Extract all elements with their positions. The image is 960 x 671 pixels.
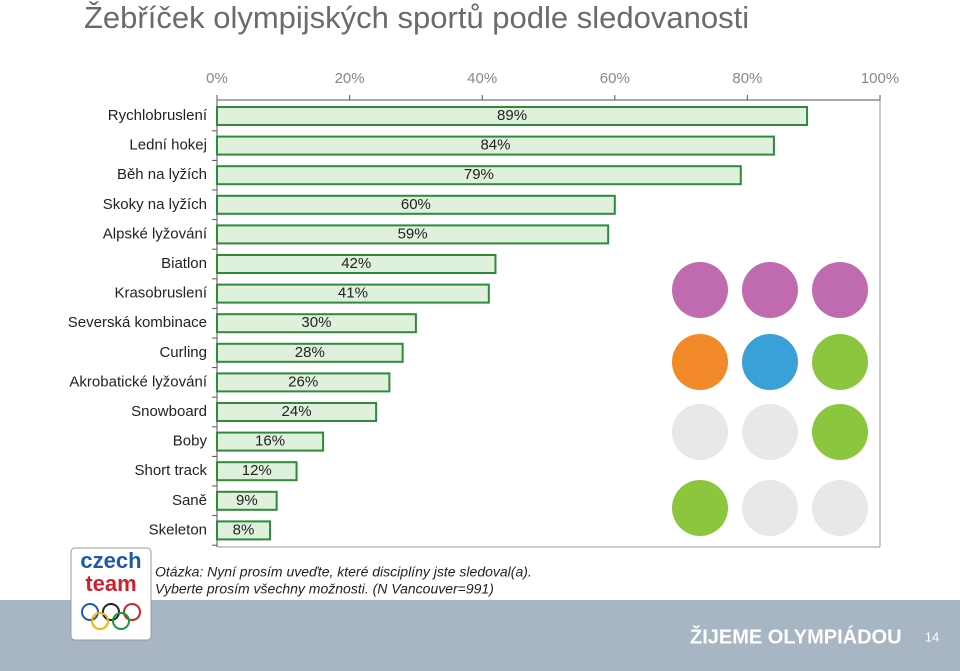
value-label: 79%: [464, 166, 494, 183]
footer-band: [0, 600, 960, 671]
y-tick-label: Short track: [134, 462, 207, 479]
ring: [81, 603, 99, 621]
bar: [216, 194, 616, 215]
bar: [216, 165, 742, 186]
pictograms: [672, 262, 868, 536]
footer-text: ŽIJEME OLYMPIÁDOU: [690, 624, 902, 648]
y-tick-label: Akrobatické lyžování: [69, 373, 207, 390]
y-tick-label: Krasobruslení: [114, 285, 207, 302]
pictogram: [672, 334, 728, 390]
bar: [216, 342, 404, 363]
bar: [216, 461, 298, 482]
pictogram: [742, 480, 798, 536]
ring: [91, 612, 109, 630]
pictogram: [812, 404, 868, 460]
value-label: 59%: [398, 225, 428, 242]
y-tick-label: Lední hokej: [129, 137, 207, 154]
y-tick-label: Rychlobruslení: [108, 107, 208, 124]
x-tick-label: 20%: [335, 70, 365, 87]
bar: [216, 313, 417, 334]
value-label: 42%: [341, 255, 371, 272]
pictogram: [742, 262, 798, 318]
value-label: 9%: [236, 492, 258, 509]
value-label: 84%: [480, 137, 510, 154]
pictogram: [672, 262, 728, 318]
value-label: 26%: [288, 373, 318, 390]
value-label: 89%: [497, 107, 527, 124]
bar: [216, 254, 497, 274]
bar: [216, 224, 610, 245]
value-label: 41%: [338, 285, 368, 302]
x-tick-label: 60%: [600, 70, 630, 87]
y-tick-label: Alpské lyžování: [103, 225, 208, 242]
logo-text: czech: [80, 548, 141, 573]
pictogram: [812, 262, 868, 318]
y-tick-label: Skeleton: [149, 521, 207, 538]
pictogram: [812, 334, 868, 390]
annotation: Vyberte prosím všechny možnosti. (N Vanc…: [155, 581, 494, 597]
y-tick-label: Běh na lyžích: [117, 166, 207, 183]
ring: [112, 612, 130, 630]
logo-frame: [70, 547, 152, 641]
value-label: 60%: [401, 196, 431, 213]
pictogram: [672, 480, 728, 536]
bar: [216, 402, 378, 422]
ring: [102, 603, 120, 621]
bar: [216, 372, 391, 393]
value-label: 30%: [301, 314, 331, 331]
y-tick-label: Snowboard: [131, 403, 207, 420]
pictogram: [742, 334, 798, 390]
y-tick-label: Severská kombinace: [68, 314, 207, 331]
bar: [216, 135, 775, 156]
ring: [123, 603, 141, 621]
page-number: 14: [925, 629, 939, 644]
annotation: Otázka: Nyní prosím uveďte, které discip…: [155, 564, 532, 580]
bar: [216, 283, 490, 304]
x-tick-label: 0%: [206, 70, 228, 87]
y-tick-label: Boby: [173, 433, 208, 450]
y-tick-label: Saně: [172, 492, 207, 509]
chart-title: Žebříček olympijských sportů podle sledo…: [84, 0, 749, 35]
x-tick-label: 80%: [732, 70, 762, 87]
value-label: 8%: [233, 521, 255, 538]
bar: [216, 490, 278, 511]
value-label: 12%: [242, 462, 272, 479]
bar: [216, 520, 272, 541]
bar: [216, 106, 809, 126]
logo-text: team: [85, 571, 136, 596]
logo: czech team: [70, 547, 152, 641]
value-label: 28%: [295, 344, 325, 361]
pictogram: [812, 480, 868, 536]
value-label: 16%: [255, 433, 285, 450]
y-tick-label: Skoky na lyžích: [103, 196, 207, 213]
x-tick-label: 100%: [861, 70, 899, 87]
x-tick-label: 40%: [467, 70, 497, 87]
y-tick-label: Biatlon: [161, 255, 207, 272]
y-tick-label: Curling: [159, 344, 207, 361]
pictogram: [742, 404, 798, 460]
bar: [216, 431, 325, 452]
value-label: 24%: [282, 403, 312, 420]
pictogram: [672, 404, 728, 460]
